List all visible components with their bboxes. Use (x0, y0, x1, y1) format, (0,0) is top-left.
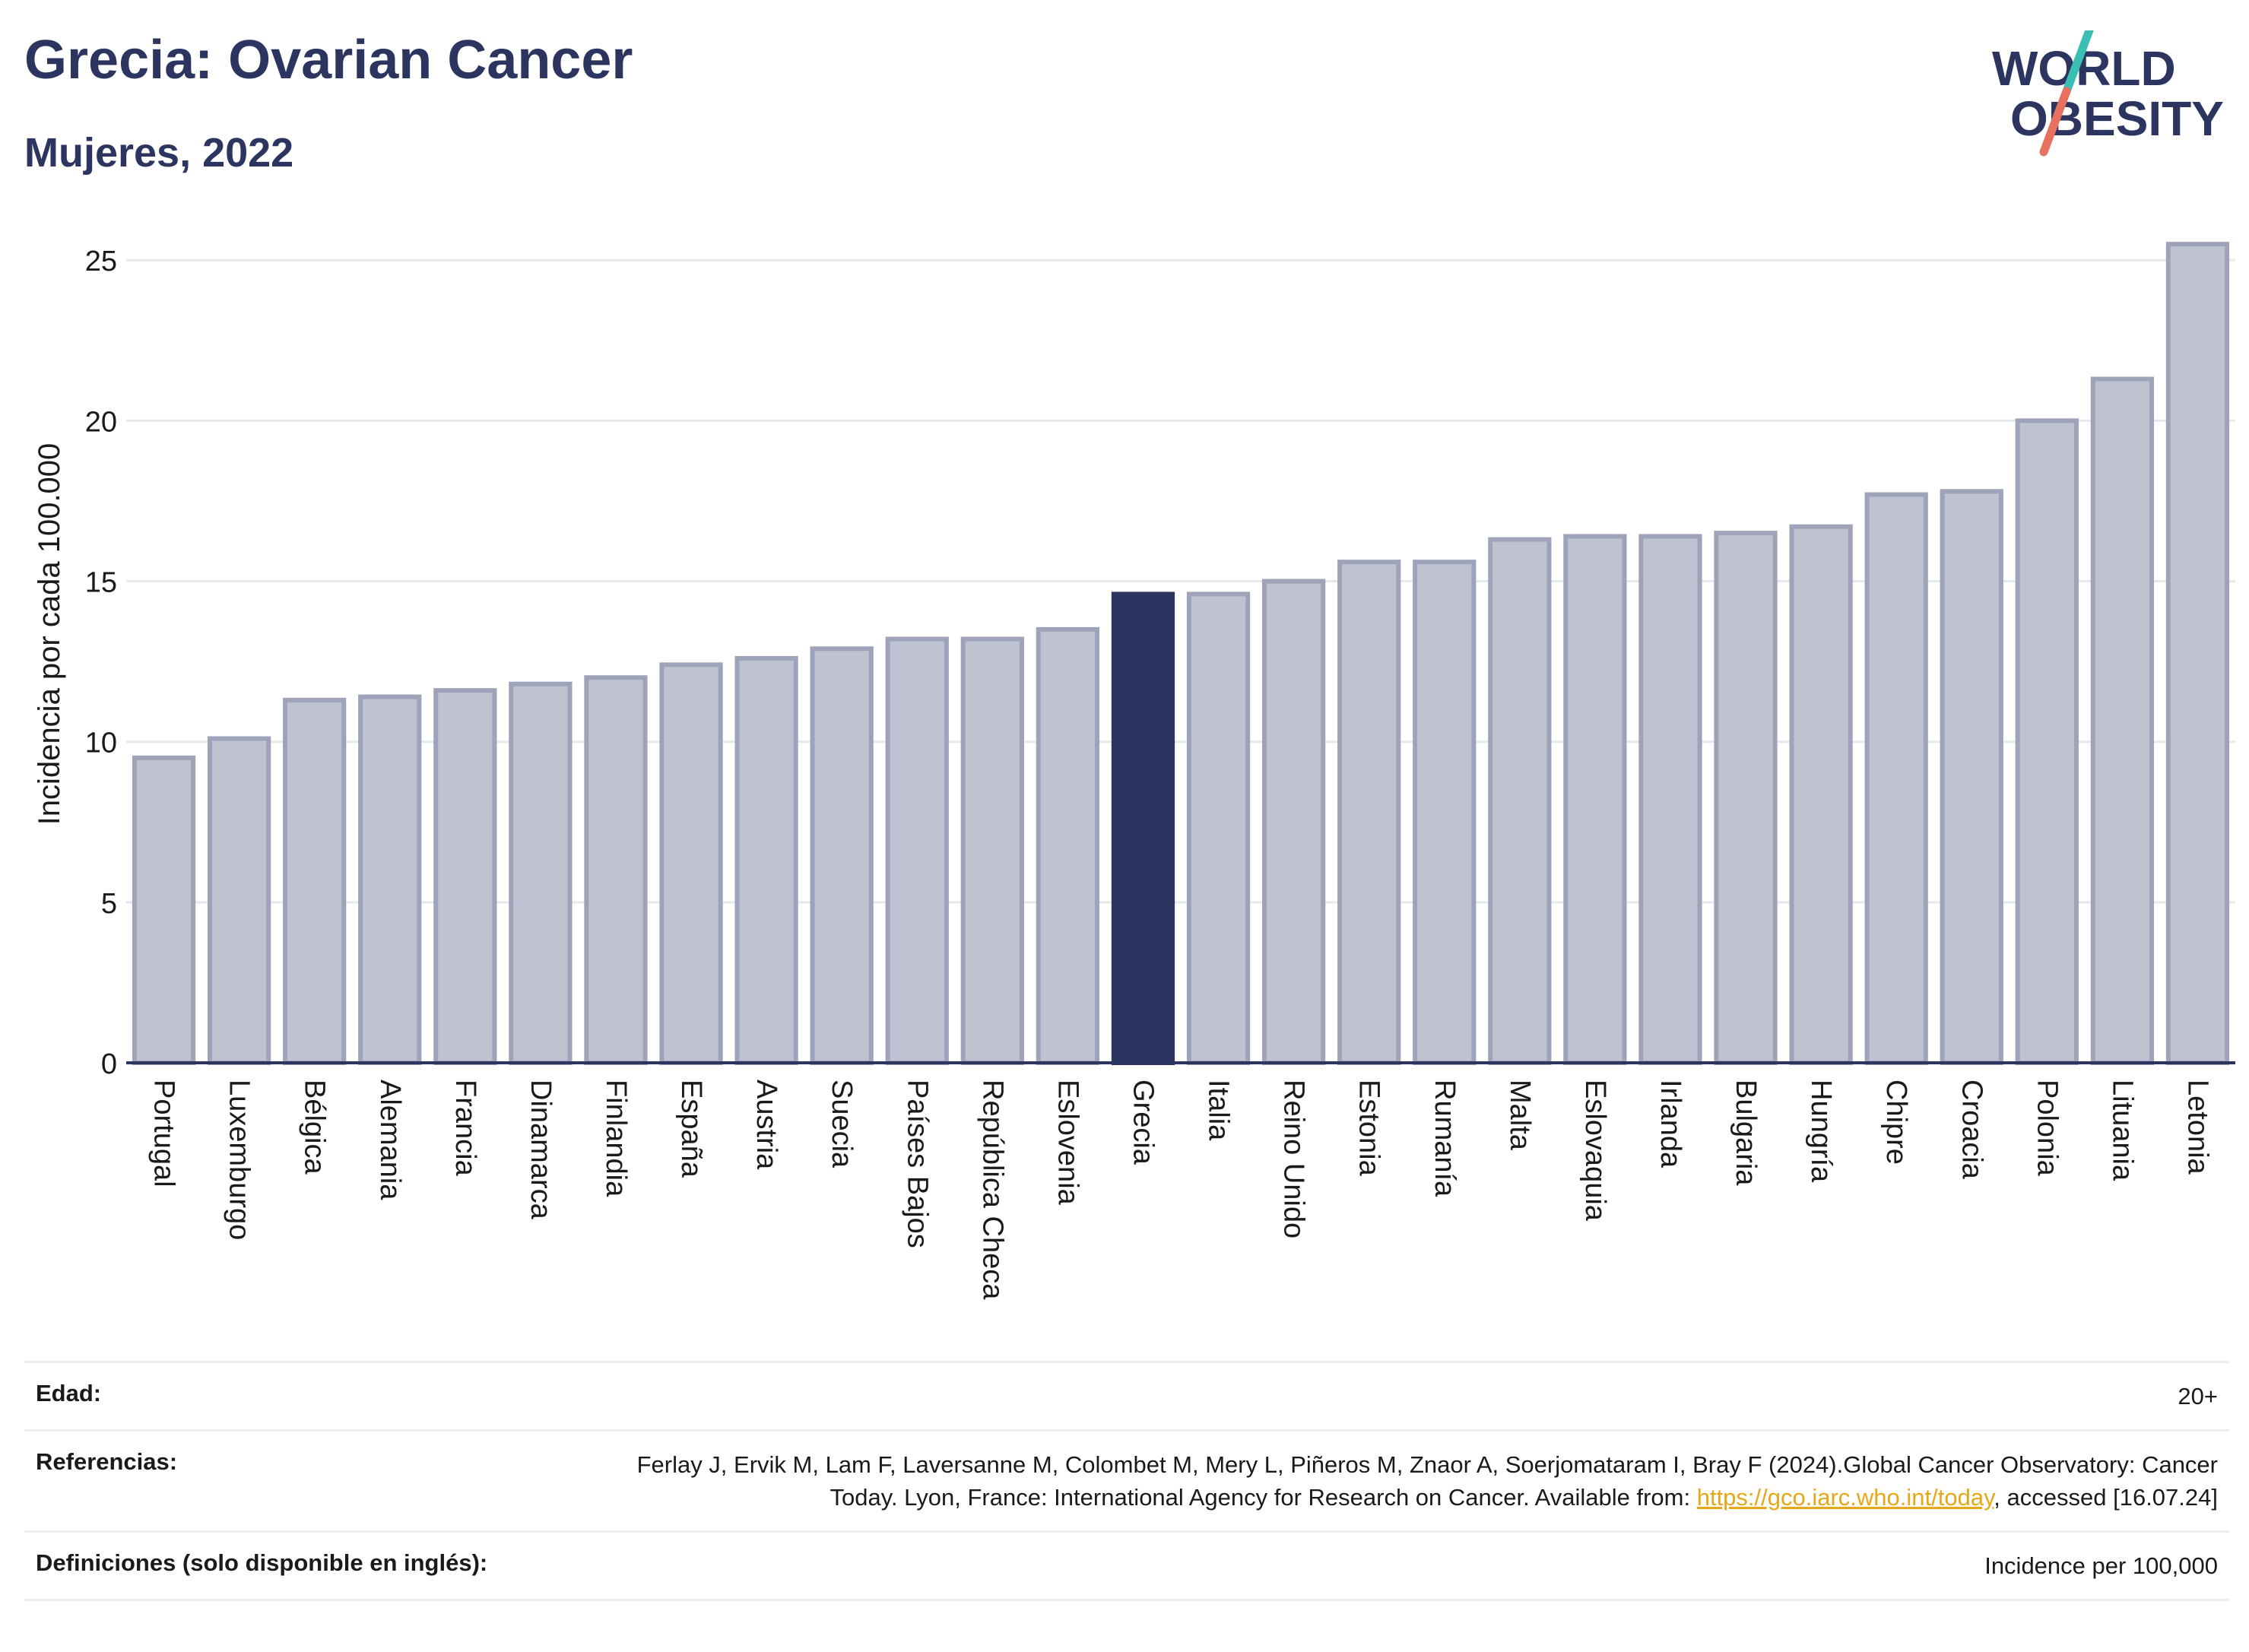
bar-eslovaquia (1563, 534, 1627, 1065)
bar-estonia (1337, 560, 1401, 1065)
age-row: Edad: 20+ (24, 1361, 2229, 1429)
bar-chart: 0 5 10 15 20 25 Portugal Luxemburgo Bélgica Alema… (33, 242, 2235, 1300)
references-row: Referencias: Ferlay J, Ervik M, Lam F, L… (24, 1429, 2229, 1530)
y-tick-label: 20 (85, 406, 117, 438)
x-tick-label: España (675, 1080, 707, 1178)
x-tick-label: Luxemburgo (224, 1080, 255, 1240)
x-tick-label: Croacia (1956, 1080, 1987, 1180)
references-text-part-2: , accessed [16.07.24] (1994, 1484, 2218, 1511)
x-tick-label: Irlanda (1654, 1080, 1686, 1168)
bar-países-bajos (885, 636, 949, 1065)
bar-españa (659, 662, 723, 1065)
x-tick-label: Eslovenia (1052, 1080, 1083, 1206)
x-tick-label: Chipre (1880, 1080, 1912, 1165)
x-tick-label: Letonia (2181, 1080, 2213, 1175)
bar-francia (433, 688, 497, 1065)
x-tick-label: Portugal (148, 1080, 180, 1187)
references-text-part-1: Ferlay J, Ervik M, Lam F, Laversanne M, … (636, 1451, 2218, 1511)
age-value: 20+ (2178, 1383, 2218, 1409)
x-tick-label: Bulgaria (1730, 1080, 1762, 1186)
x-tick-label: Polonia (2031, 1080, 2063, 1177)
y-axis-label: Incidencia por cada 100.000 (33, 443, 66, 826)
bar-grecia (1111, 591, 1175, 1065)
world-obesity-logo: WORLD OBESITY (1992, 30, 2224, 157)
bar-rumanía (1413, 560, 1477, 1065)
bar-lituania (2090, 376, 2155, 1065)
chart-footer: Edad: 20+ Referencias: Ferlay J, Ervik M… (24, 1361, 2229, 1601)
x-tick-label: Italia (1203, 1080, 1235, 1141)
bar-letonia (2165, 242, 2230, 1066)
bar-austria (734, 655, 798, 1065)
bar-irlanda (1638, 534, 1702, 1065)
x-tick-label: Rumanía (1429, 1080, 1461, 1197)
bar-luxemburgo (207, 736, 271, 1065)
bar-dinamarca (509, 681, 573, 1066)
y-tick-label: 0 (101, 1048, 117, 1080)
logo-slash-teal (2062, 30, 2094, 96)
x-tick-label: Suecia (826, 1080, 858, 1168)
logo-slash-coral (2039, 87, 2071, 157)
definitions-value: Incidence per 100,000 (1984, 1552, 2218, 1579)
bar-hungría (1789, 524, 1853, 1065)
x-tick-label: Alemania (374, 1080, 406, 1200)
bar-eslovenia (1036, 626, 1100, 1065)
x-tick-label: Grecia (1127, 1080, 1159, 1165)
y-tick-label: 15 (85, 567, 117, 599)
x-tick-label: Eslovaquia (1579, 1080, 1611, 1222)
bar-chipre (1864, 492, 1928, 1065)
x-tick-label: Hungría (1805, 1080, 1837, 1183)
x-tick-label: Bélgica (299, 1080, 331, 1175)
bar-alemania (358, 694, 422, 1065)
bar-reino-unido (1261, 579, 1326, 1065)
bars (132, 242, 2230, 1066)
y-tick-label: 5 (101, 888, 117, 920)
bar-polonia (2015, 418, 2079, 1065)
bar-bélgica (283, 697, 347, 1065)
bar-suecia (810, 646, 874, 1065)
bar-bulgaria (1714, 531, 1778, 1065)
x-tick-label: Austria (750, 1080, 782, 1170)
x-tick-label: República Checa (976, 1080, 1008, 1300)
axes: 0 5 10 15 20 25 Portugal Luxemburgo Bélgica Alema… (85, 246, 2235, 1300)
x-tick-label: Lituania (2106, 1080, 2138, 1181)
x-tick-label: Estonia (1353, 1080, 1385, 1177)
age-label: Edad: (36, 1380, 102, 1406)
bar-italia (1186, 591, 1251, 1065)
definitions-row: Definiciones (solo disponible en inglés)… (24, 1530, 2229, 1601)
page-subtitle: Mujeres, 2022 (24, 130, 294, 176)
x-tick-label: Dinamarca (525, 1080, 557, 1220)
x-tick-label: Reino Unido (1278, 1080, 1310, 1238)
x-tick-label: Finlandia (600, 1080, 632, 1197)
x-tick-label: Malta (1504, 1080, 1536, 1151)
page-title: Grecia: Ovarian Cancer (24, 30, 633, 90)
references-link[interactable]: https://gco.iarc.who.int/today (1696, 1484, 1994, 1511)
bar-portugal (132, 755, 196, 1065)
definitions-label: Definiciones (solo disponible en inglés)… (36, 1549, 488, 1576)
references-text: Ferlay J, Ervik M, Lam F, Laversanne M, … (636, 1448, 2218, 1514)
bar-croacia (1940, 489, 2003, 1065)
x-tick-label: Países Bajos (901, 1080, 933, 1248)
bar-finlandia (584, 675, 648, 1065)
references-label: Referencias: (36, 1448, 178, 1475)
x-tick-label: Francia (449, 1080, 481, 1177)
y-tick-label: 10 (85, 728, 117, 759)
bar-malta (1488, 537, 1552, 1065)
y-tick-label: 25 (85, 246, 117, 277)
bar-república-checa (960, 636, 1024, 1065)
